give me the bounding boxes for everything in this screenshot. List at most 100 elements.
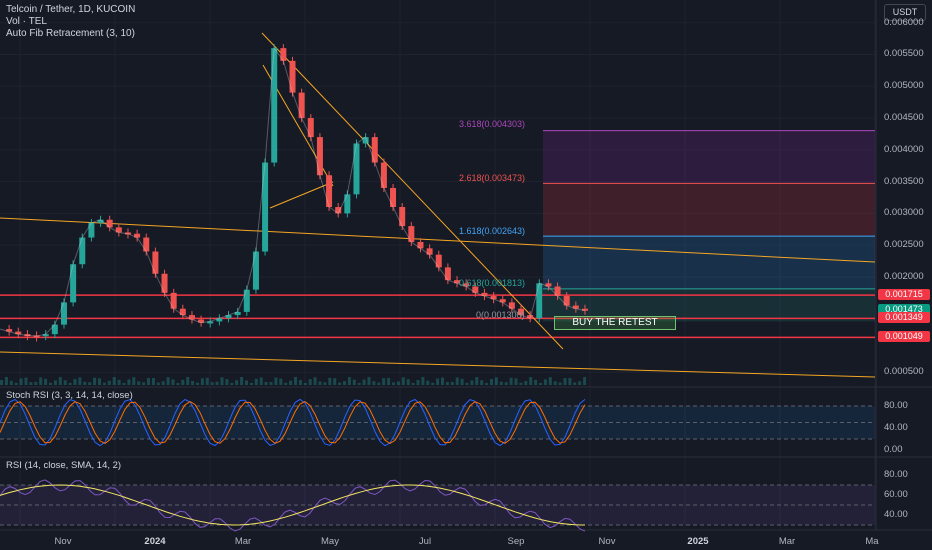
volume-bar <box>372 381 376 385</box>
stoch-tick-label: 0.00 <box>884 444 903 455</box>
candle <box>518 308 525 316</box>
candle <box>380 162 387 188</box>
volume-bar <box>98 378 101 385</box>
volume-bar <box>24 377 28 385</box>
price-tick-label: 0.003500 <box>884 175 924 187</box>
volume-bar <box>117 379 121 385</box>
rsi-sma-line <box>0 484 585 526</box>
volume-bar <box>553 381 557 385</box>
price-tick-label: 0.002000 <box>884 270 924 282</box>
price-tick-label: 0.002500 <box>884 239 924 251</box>
candle <box>554 286 561 297</box>
volume-bar <box>387 377 391 385</box>
volume-bar <box>494 377 498 385</box>
candle <box>170 292 177 309</box>
volume-bar <box>127 379 131 385</box>
rsi-tick-label: 40.00 <box>884 509 908 520</box>
candle <box>426 248 433 255</box>
currency-button[interactable]: USDT <box>884 4 926 21</box>
volume-bar <box>490 378 493 385</box>
volume-bar <box>328 377 332 385</box>
fib-legend[interactable]: Auto Fib Retracement (3, 10) <box>6 28 135 39</box>
fib-label-0618: 0.618(0.001813) <box>459 278 526 288</box>
volume-bar <box>519 382 523 385</box>
volume-bar <box>524 380 528 385</box>
fib-label-0: 0(0.001300) <box>476 310 525 320</box>
candle <box>408 226 415 242</box>
volume-bar <box>29 382 33 385</box>
volume-bar <box>480 380 484 385</box>
candle <box>344 194 351 214</box>
price-tick-label: 0.005000 <box>884 80 924 92</box>
time-tick-label: 2025 <box>687 536 709 547</box>
stoch-rsi-title[interactable]: Stoch RSI (3, 3, 14, 14, close) <box>6 390 133 401</box>
time-tick-label: Mar <box>234 536 252 547</box>
candle <box>152 251 159 274</box>
volume-bar <box>93 377 97 385</box>
volume-bar <box>362 379 366 385</box>
volume-bar <box>122 382 126 385</box>
volume-bar <box>14 382 18 385</box>
volume-bar <box>147 377 150 385</box>
candle <box>60 302 67 325</box>
volume-bar <box>0 380 3 385</box>
price-tick-label: 0.005500 <box>884 48 924 60</box>
volume-bar <box>171 379 175 385</box>
fib-zone <box>543 130 875 184</box>
volume-bar <box>132 377 136 385</box>
volume-bar <box>181 379 185 385</box>
price-line <box>0 46 586 337</box>
candle <box>243 289 250 312</box>
volume-bar <box>392 382 395 385</box>
volume-bar <box>514 378 518 385</box>
volume-bar <box>102 382 106 385</box>
candle <box>582 308 588 311</box>
candle <box>545 283 552 287</box>
volume-bar <box>83 381 87 385</box>
fib-label-2618: 2.618(0.003473) <box>459 173 526 183</box>
rsi-title[interactable]: RSI (14, close, SMA, 14, 2) <box>6 460 122 471</box>
volume-bar <box>431 382 435 385</box>
candle <box>399 207 406 227</box>
candle <box>188 315 195 320</box>
time-tick-label: Ma <box>865 536 879 547</box>
trendline <box>0 351 876 378</box>
price-level-pill: 0.001473 <box>878 304 930 316</box>
symbol-title[interactable]: Telcoin / Tether, 1D, KUCOIN <box>6 4 136 15</box>
candle <box>207 321 214 324</box>
rsi-line <box>0 479 586 532</box>
volume-bar <box>176 382 180 385</box>
volume-bar <box>73 378 77 385</box>
stoch-tick-label: 80.00 <box>884 400 908 411</box>
candle <box>33 335 40 338</box>
volume-bar <box>367 377 371 385</box>
time-tick-label: May <box>321 536 339 547</box>
candle <box>326 175 333 208</box>
volume-bar <box>78 377 82 385</box>
volume-bar <box>4 377 8 385</box>
volume-bar <box>245 380 248 385</box>
volume-bar <box>548 377 552 385</box>
volume-bar <box>68 382 72 385</box>
price-tick-label: 0.004000 <box>884 143 924 155</box>
candle <box>124 232 131 235</box>
candle <box>335 207 342 214</box>
volume-bar <box>88 382 92 385</box>
fib-label-3618: 3.618(0.004303) <box>459 119 526 129</box>
volume-legend[interactable]: Vol · TEL <box>6 16 47 27</box>
volume-bar <box>411 382 415 385</box>
candle <box>563 296 570 306</box>
volume-bar <box>377 382 381 385</box>
volume-bar <box>107 380 111 385</box>
candle <box>79 237 86 265</box>
volume-bar <box>34 381 38 385</box>
candle <box>70 264 77 303</box>
volume-bar <box>269 382 273 385</box>
volume-bar <box>205 377 209 385</box>
candle <box>51 324 58 335</box>
time-tick-label: Mar <box>778 536 796 547</box>
volume-bar <box>53 380 57 385</box>
volume-bar <box>284 382 288 385</box>
volume-bar <box>509 377 513 385</box>
